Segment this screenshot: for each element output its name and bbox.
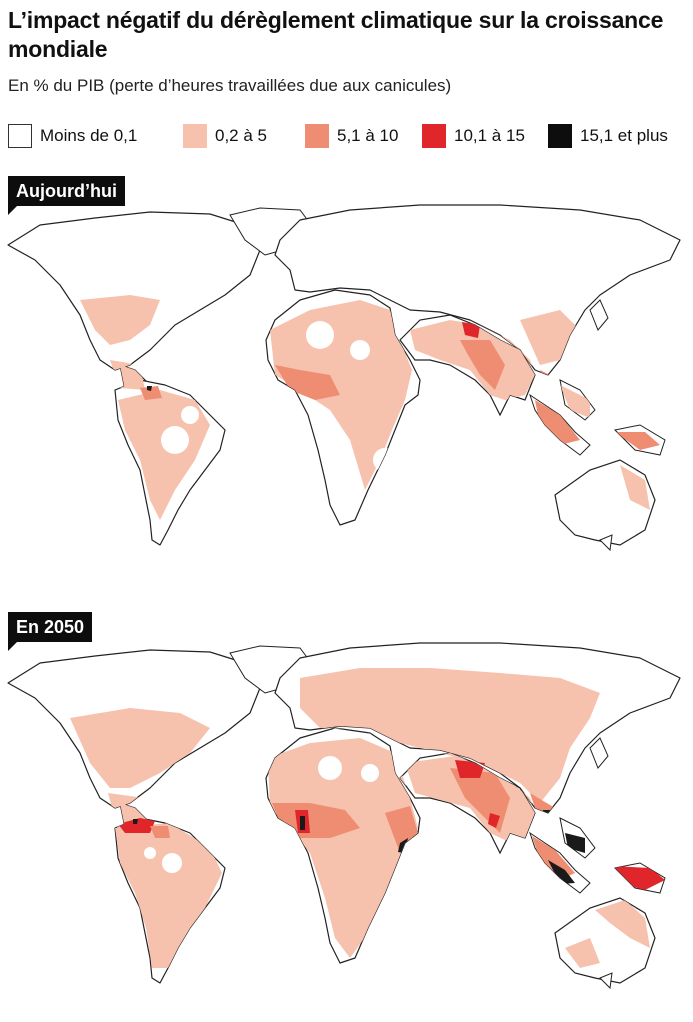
world-map-2050	[7, 642, 681, 990]
legend-label-4: 15,1 et plus	[580, 126, 668, 145]
legend-label-0: Moins de 0,1	[40, 126, 138, 145]
legend-item-1: 0,2 à 5	[183, 122, 267, 150]
legend-swatch-0	[8, 124, 32, 148]
legend-swatch-3	[422, 124, 446, 148]
legend-swatch-1	[183, 124, 207, 148]
period-tag-2050: En 2050	[8, 612, 93, 651]
chart-subtitle: En % du PIB (perte d’heures travaillées …	[8, 76, 452, 95]
legend-item-2: 5,1 à 10	[305, 122, 398, 150]
period-tag-today: Aujourd’hui	[8, 176, 125, 215]
legend-label-3: 10,1 à 15	[454, 126, 525, 145]
legend-swatch-4	[548, 124, 572, 148]
world-map-today	[7, 204, 681, 552]
chart-title: L’impact négatif du dérèglement climatiq…	[8, 7, 664, 62]
legend-label-1: 0,2 à 5	[215, 126, 267, 145]
legend-item-3: 10,1 à 15	[422, 122, 525, 150]
legend-label-2: 5,1 à 10	[337, 126, 399, 145]
legend-item-4: 15,1 et plus	[548, 122, 668, 150]
americas-impact-2050	[70, 708, 222, 968]
legend: Moins de 0,1 0,2 à 5 5,1 à 10 10,1 à 15 …	[8, 122, 688, 150]
legend-swatch-2	[305, 124, 329, 148]
legend-item-0: Moins de 0,1	[8, 122, 137, 150]
